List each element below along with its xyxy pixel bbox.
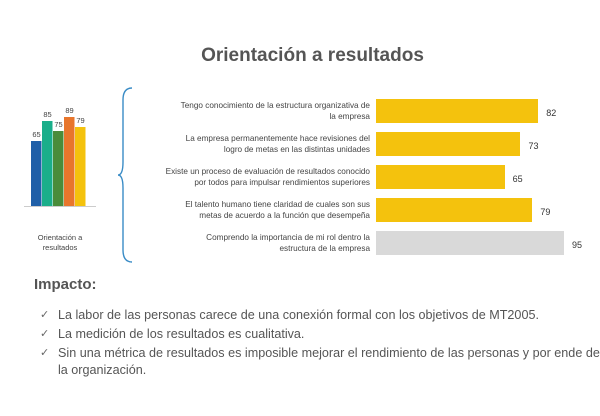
summary-bar [75, 127, 86, 206]
summary-bar-value-label: 79 [76, 116, 84, 125]
question-bar-value-label: 95 [572, 240, 583, 250]
question-bar [376, 198, 533, 222]
bar-category-label: Existe un proceso de evaluación de resul… [156, 166, 370, 188]
summary-bar-value-label: 85 [43, 110, 51, 119]
summary-bar-value-label: 65 [32, 130, 40, 139]
summary-axis-label: Orientación a [38, 233, 83, 242]
checkmark-icon: ✓ [40, 328, 50, 340]
question-bar [376, 165, 505, 189]
bar-category-label-line: logro de metas en las distintas unidades [223, 145, 370, 154]
bar-category-label-line: La empresa permanentemente hace revision… [185, 134, 370, 143]
question-bar-value-label: 79 [540, 207, 551, 217]
bar-category-label-line: la empresa [329, 112, 370, 121]
impacto-item-text: La medición de los resultados es cualita… [58, 327, 305, 341]
summary-bar [31, 141, 42, 206]
bar-category-label: La empresa permanentemente hace revision… [156, 133, 370, 155]
checkmark-icon: ✓ [40, 309, 50, 321]
question-bar-value-label: 73 [528, 141, 539, 151]
bar-category-label-line: estructura de la empresa [279, 244, 370, 253]
impacto-item-text: Sin una métrica de resultados es imposib… [58, 346, 600, 377]
bar-category-label: Tengo conocimiento de la estructura orga… [156, 100, 370, 122]
summary-bar [42, 121, 53, 206]
bar-category-label-line: Existe un proceso de evaluación de resul… [165, 167, 370, 176]
impacto-heading: Impacto: [34, 276, 97, 293]
question-bar [376, 99, 539, 123]
impacto-item-text: La labor de las personas carece de una c… [58, 308, 539, 322]
bar-category-label-line: metas de acuerdo a la función que desemp… [199, 211, 370, 220]
curly-brace-icon [118, 87, 133, 263]
bar-category-label-line: por todos para impulsar rendimientos sup… [194, 178, 370, 187]
page-title: Orientación a resultados [201, 45, 424, 66]
question-bar [376, 231, 564, 255]
list-item: ✓ Sin una métrica de resultados es imposi… [40, 345, 600, 379]
bar-category-label-line: Tengo conocimiento de la estructura orga… [180, 101, 370, 110]
bar-category-label: El talento humano tiene claridad de cual… [156, 199, 370, 221]
summary-bar [53, 131, 64, 206]
impacto-list: ✓ La labor de las personas carece de una … [40, 307, 600, 381]
checkmark-icon: ✓ [40, 347, 50, 359]
question-bar-value-label: 82 [546, 108, 557, 118]
summary-bar [64, 117, 75, 206]
summary-bar-value-label: 75 [54, 120, 62, 129]
list-item: ✓ La medición de los resultados es cualit… [40, 326, 600, 343]
bar-category-label-line: El talento humano tiene claridad de cual… [185, 200, 370, 209]
question-bar-value-label: 65 [512, 174, 523, 184]
bar-category-label-line: Comprendo la importancia de mi rol dentr… [206, 233, 370, 242]
summary-axis-label: resultados [43, 243, 78, 252]
summary-bar-value-label: 89 [65, 106, 73, 115]
bar-category-label: Comprendo la importancia de mi rol dentr… [156, 232, 370, 254]
question-bar [376, 132, 521, 156]
list-item: ✓ La labor de las personas carece de una … [40, 307, 600, 324]
